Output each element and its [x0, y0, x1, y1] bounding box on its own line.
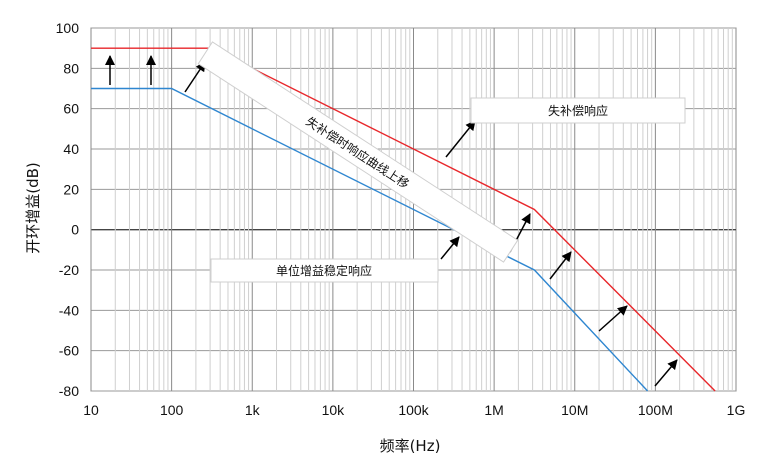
- shift-arrow: [549, 251, 572, 280]
- series-uncompensated: [91, 47, 716, 392]
- callout-uncompensated: 失补偿响应: [470, 97, 686, 124]
- callout-unity-gain: 单位增益稳定响应: [210, 258, 439, 283]
- x-tick-label: 100: [160, 402, 184, 418]
- shift-arrow: [654, 359, 678, 387]
- shift-arrow: [440, 236, 460, 260]
- y-axis-title: 开环增益(dB): [24, 162, 42, 254]
- x-tick-label: 100M: [638, 402, 673, 418]
- y-tick-label: 100: [56, 20, 80, 36]
- x-tick-label: 100k: [398, 402, 429, 418]
- y-tick-label: -20: [59, 262, 79, 278]
- shift-arrows: [105, 55, 678, 387]
- y-tick-label: 40: [63, 141, 79, 157]
- y-tick-label: 20: [63, 181, 79, 197]
- x-axis-title: 频率(Hz): [380, 437, 441, 455]
- x-tick-label: 1G: [727, 402, 746, 418]
- y-tick-label: 60: [63, 101, 79, 117]
- shift-arrow: [598, 305, 628, 332]
- y-tick-label: -60: [59, 343, 79, 359]
- series-lines: [91, 47, 716, 392]
- x-tick-label: 10k: [322, 402, 346, 418]
- y-tick-label: -80: [59, 383, 79, 399]
- callout-unity-gain-label: 单位增益稳定响应: [276, 263, 372, 278]
- x-tick-label: 1k: [245, 402, 261, 418]
- x-tick-label: 10: [83, 402, 99, 418]
- series-unity-gain-stable: [91, 87, 649, 392]
- shift-arrow: [184, 61, 206, 93]
- y-tick-label: 0: [71, 222, 79, 238]
- y-tick-label: -40: [59, 302, 79, 318]
- shift-arrow: [445, 120, 476, 158]
- x-tick-label: 10M: [561, 402, 588, 418]
- x-tick-label: 1M: [484, 402, 503, 418]
- y-tick-label: 80: [63, 60, 79, 76]
- callout-uncompensated-label: 失补偿响应: [548, 103, 608, 118]
